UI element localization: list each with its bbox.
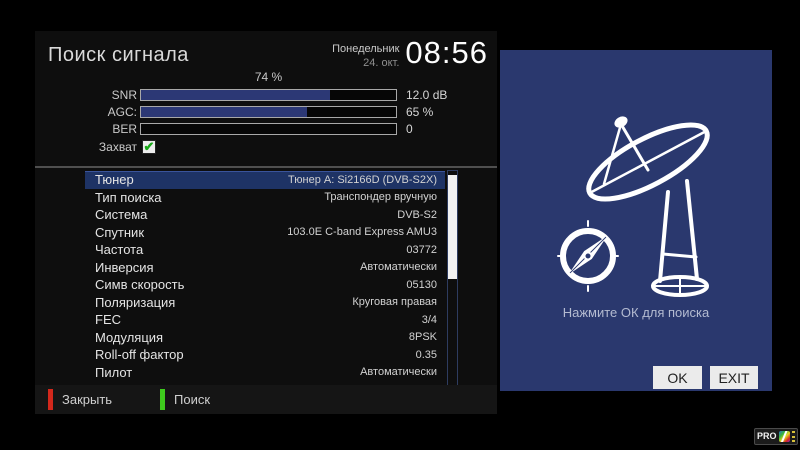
bar-value: 65 % bbox=[406, 104, 434, 119]
signal-bar-row: BER 0 bbox=[35, 120, 497, 137]
checkmark-icon: ✔ bbox=[143, 138, 155, 154]
progress-bar-fill bbox=[141, 89, 330, 100]
key-hint-bar: Закрыть Поиск bbox=[35, 385, 497, 414]
setting-value: 0.35 bbox=[415, 348, 437, 361]
table-row[interactable]: Симв скорость 05130 bbox=[85, 276, 445, 294]
setting-value: 05130 bbox=[406, 278, 437, 291]
weekday-label: Понедельник bbox=[332, 43, 400, 55]
setting-label: Симв скорость bbox=[95, 277, 185, 293]
bar-label: AGC: bbox=[107, 104, 137, 119]
scrollbar[interactable] bbox=[447, 170, 458, 386]
signal-bar-row: AGC: 65 % bbox=[35, 103, 497, 120]
ok-button[interactable]: OK bbox=[653, 366, 702, 389]
setting-value: Транспондер вручную bbox=[324, 191, 437, 204]
separator-line bbox=[35, 166, 497, 168]
signal-search-panel: Поиск сигнала Понедельник 24. окт. 08:56… bbox=[35, 31, 497, 414]
setting-value: DVB-S2 bbox=[397, 208, 437, 221]
setting-label: Пилот bbox=[95, 364, 133, 380]
setting-label: Поляризация bbox=[95, 294, 176, 310]
setting-value: Тюнер A: Si2166D (DVB-S2X) bbox=[288, 173, 437, 186]
logo-color-square-icon bbox=[778, 431, 790, 442]
progress-bar-fill bbox=[141, 106, 307, 117]
setting-label: Система bbox=[95, 207, 148, 223]
table-row[interactable]: Тип поиска Транспондер вручную bbox=[85, 189, 445, 207]
table-row[interactable]: Тюнер Тюнер A: Si2166D (DVB-S2X) bbox=[85, 171, 445, 189]
setting-label: Спутник bbox=[95, 224, 145, 240]
channel-logo: PRO bbox=[754, 428, 798, 445]
prompt-message: Нажмите ОК для поиска bbox=[562, 305, 710, 320]
bar-label: BER bbox=[112, 121, 137, 136]
satellite-dish-compass-icon bbox=[557, 116, 710, 297]
table-row[interactable]: Roll-off фактор 0.35 bbox=[85, 346, 445, 364]
prompt-buttons: OK EXIT bbox=[653, 366, 758, 389]
setting-label: Roll-off фактор bbox=[95, 347, 184, 363]
search-key-hint[interactable]: Поиск bbox=[160, 385, 210, 414]
setting-label: Модуляция bbox=[95, 329, 164, 345]
setting-label: FEC bbox=[95, 312, 121, 328]
table-row[interactable]: Инверсия Автоматически bbox=[85, 259, 445, 277]
setting-value: 103.0E C-band Express AMU3 bbox=[287, 226, 437, 239]
table-row[interactable]: Система DVB-S2 bbox=[85, 206, 445, 224]
settings-table: Тюнер Тюнер A: Si2166D (DVB-S2X) Тип пои… bbox=[85, 171, 445, 381]
table-row[interactable]: FEC 3/4 bbox=[85, 311, 445, 329]
setting-label: Частота bbox=[95, 242, 144, 258]
bar-value: 12.0 dB bbox=[406, 87, 448, 102]
bar-label: SNR bbox=[111, 87, 137, 102]
search-key-label: Поиск bbox=[174, 392, 211, 407]
setting-value: Автоматически bbox=[360, 261, 437, 274]
progress-bar bbox=[140, 105, 397, 118]
datetime-block: Понедельник 24. окт. 08:56 bbox=[332, 35, 488, 71]
search-prompt-panel: Нажмите ОК для поиска OK EXIT bbox=[500, 50, 772, 391]
setting-value: 8PSK bbox=[408, 331, 437, 344]
setting-label: Тип поиска bbox=[95, 189, 162, 205]
close-key-hint[interactable]: Закрыть bbox=[48, 385, 112, 414]
setting-value: 03772 bbox=[406, 243, 437, 256]
progress-bar bbox=[140, 122, 397, 135]
bar-value: 0 bbox=[406, 121, 413, 136]
page-title: Поиск сигнала bbox=[48, 44, 189, 66]
lock-row: Захват ✔ bbox=[35, 140, 156, 154]
table-row[interactable]: Частота 03772 bbox=[85, 241, 445, 259]
setting-label: Тюнер bbox=[95, 172, 134, 188]
table-row[interactable]: Модуляция 8PSK bbox=[85, 329, 445, 347]
signal-bar-row: SNR 12.0 dB bbox=[35, 86, 497, 103]
scrollbar-thumb[interactable] bbox=[448, 175, 457, 279]
logo-text: PRO bbox=[757, 431, 777, 441]
lock-checkbox: ✔ bbox=[142, 140, 156, 154]
red-key-icon bbox=[48, 389, 53, 410]
table-row[interactable]: Спутник 103.0E C-band Express AMU3 bbox=[85, 224, 445, 242]
lock-label: Захват bbox=[98, 140, 137, 154]
setting-value: Круговая правая bbox=[352, 296, 437, 309]
signal-strength-percent: 74 % bbox=[254, 70, 283, 84]
signal-bars: SNR 12.0 dB AGC: 65 % BER 0 bbox=[35, 86, 497, 137]
setting-label: Инверсия bbox=[95, 259, 154, 275]
table-row[interactable]: Пилот Автоматически bbox=[85, 364, 445, 382]
green-key-icon bbox=[160, 389, 165, 410]
setting-value: 3/4 bbox=[421, 313, 437, 326]
close-key-label: Закрыть bbox=[62, 392, 113, 407]
logo-side-marks bbox=[791, 431, 795, 442]
clock: 08:56 bbox=[405, 35, 488, 70]
progress-bar bbox=[140, 88, 397, 101]
date-label: 24. окт. bbox=[363, 56, 400, 69]
exit-button[interactable]: EXIT bbox=[710, 366, 758, 389]
setting-value: Автоматически bbox=[360, 366, 437, 379]
table-row[interactable]: Поляризация Круговая правая bbox=[85, 294, 445, 312]
